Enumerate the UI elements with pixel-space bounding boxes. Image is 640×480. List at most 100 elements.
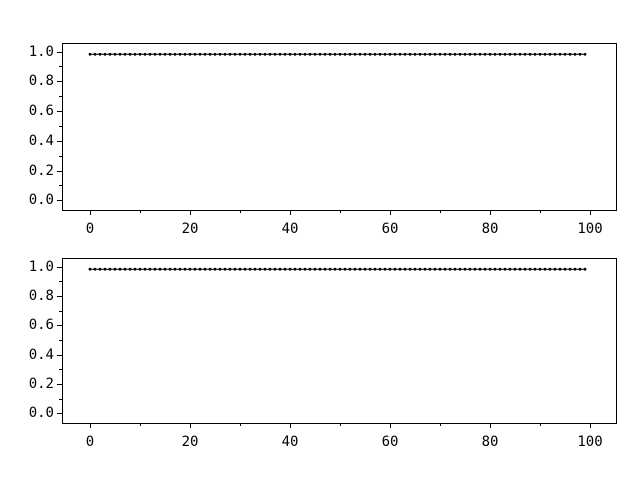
data-point	[348, 267, 352, 271]
data-point	[413, 52, 417, 56]
data-point	[578, 267, 582, 271]
data-point	[273, 52, 277, 56]
data-point	[148, 267, 152, 271]
data-point	[218, 52, 222, 56]
data-point	[143, 267, 147, 271]
data-point	[518, 52, 522, 56]
data-point	[258, 52, 262, 56]
data-point	[398, 52, 402, 56]
data-point	[448, 52, 452, 56]
data-point	[278, 52, 282, 56]
data-point	[328, 267, 332, 271]
data-point	[368, 267, 372, 271]
x-tick-label: 20	[182, 221, 199, 237]
data-point	[428, 52, 432, 56]
data-point	[183, 52, 187, 56]
data-point	[488, 52, 492, 56]
data-point	[553, 267, 557, 271]
data-point	[283, 267, 287, 271]
data-point	[383, 267, 387, 271]
data-point	[213, 52, 217, 56]
data-point	[288, 52, 292, 56]
data-point	[533, 52, 537, 56]
data-point	[238, 52, 242, 56]
data-point	[193, 52, 197, 56]
data-point	[138, 52, 142, 56]
data-point	[318, 267, 322, 271]
x-tick-label: 100	[577, 221, 602, 237]
data-point	[243, 52, 247, 56]
data-point	[568, 52, 572, 56]
data-point	[168, 52, 172, 56]
data-point	[253, 52, 257, 56]
data-point	[268, 267, 272, 271]
data-point	[243, 267, 247, 271]
data-point	[193, 267, 197, 271]
x-tick-label: 60	[382, 434, 399, 450]
data-point	[578, 52, 582, 56]
data-point	[118, 52, 122, 56]
data-point	[208, 52, 212, 56]
data-point	[513, 52, 517, 56]
data-point	[203, 52, 207, 56]
data-point	[468, 52, 472, 56]
data-point	[228, 52, 232, 56]
data-point	[508, 52, 512, 56]
data-point	[218, 267, 222, 271]
data-point	[108, 267, 112, 271]
y-tick-label: 0.8	[29, 288, 54, 304]
data-point	[198, 267, 202, 271]
data-point	[483, 52, 487, 56]
data-point	[508, 267, 512, 271]
data-point	[503, 52, 507, 56]
data-point	[143, 52, 147, 56]
x-tick-label: 40	[282, 434, 299, 450]
data-point	[418, 52, 422, 56]
x-tick-label: 40	[282, 221, 299, 237]
data-point	[493, 52, 497, 56]
data-point	[273, 267, 277, 271]
data-point	[313, 52, 317, 56]
y-tick-label: 1.0	[29, 259, 54, 275]
data-point	[423, 267, 427, 271]
data-point	[408, 267, 412, 271]
data-point	[223, 267, 227, 271]
data-point	[583, 52, 587, 56]
axes-frame	[62, 258, 617, 424]
data-point	[568, 267, 572, 271]
data-point	[558, 267, 562, 271]
data-point	[238, 267, 242, 271]
data-point	[438, 267, 442, 271]
data-point	[148, 52, 152, 56]
data-point	[423, 52, 427, 56]
data-point	[453, 52, 457, 56]
y-tick-label: 0.4	[29, 133, 54, 149]
data-point	[548, 267, 552, 271]
data-point	[288, 267, 292, 271]
data-point	[523, 267, 527, 271]
data-point	[433, 267, 437, 271]
data-point	[443, 52, 447, 56]
data-point	[298, 52, 302, 56]
data-point	[98, 267, 102, 271]
data-point	[548, 52, 552, 56]
data-point	[223, 52, 227, 56]
data-point	[213, 267, 217, 271]
data-point	[163, 52, 167, 56]
data-point	[103, 52, 107, 56]
data-point	[298, 267, 302, 271]
data-point	[453, 267, 457, 271]
data-point	[108, 52, 112, 56]
data-point	[518, 267, 522, 271]
data-point	[513, 267, 517, 271]
data-point	[138, 267, 142, 271]
data-point	[438, 52, 442, 56]
data-point	[398, 267, 402, 271]
data-point	[153, 52, 157, 56]
data-point	[328, 52, 332, 56]
x-tick-label: 80	[482, 221, 499, 237]
data-point	[123, 267, 127, 271]
data-point	[378, 267, 382, 271]
